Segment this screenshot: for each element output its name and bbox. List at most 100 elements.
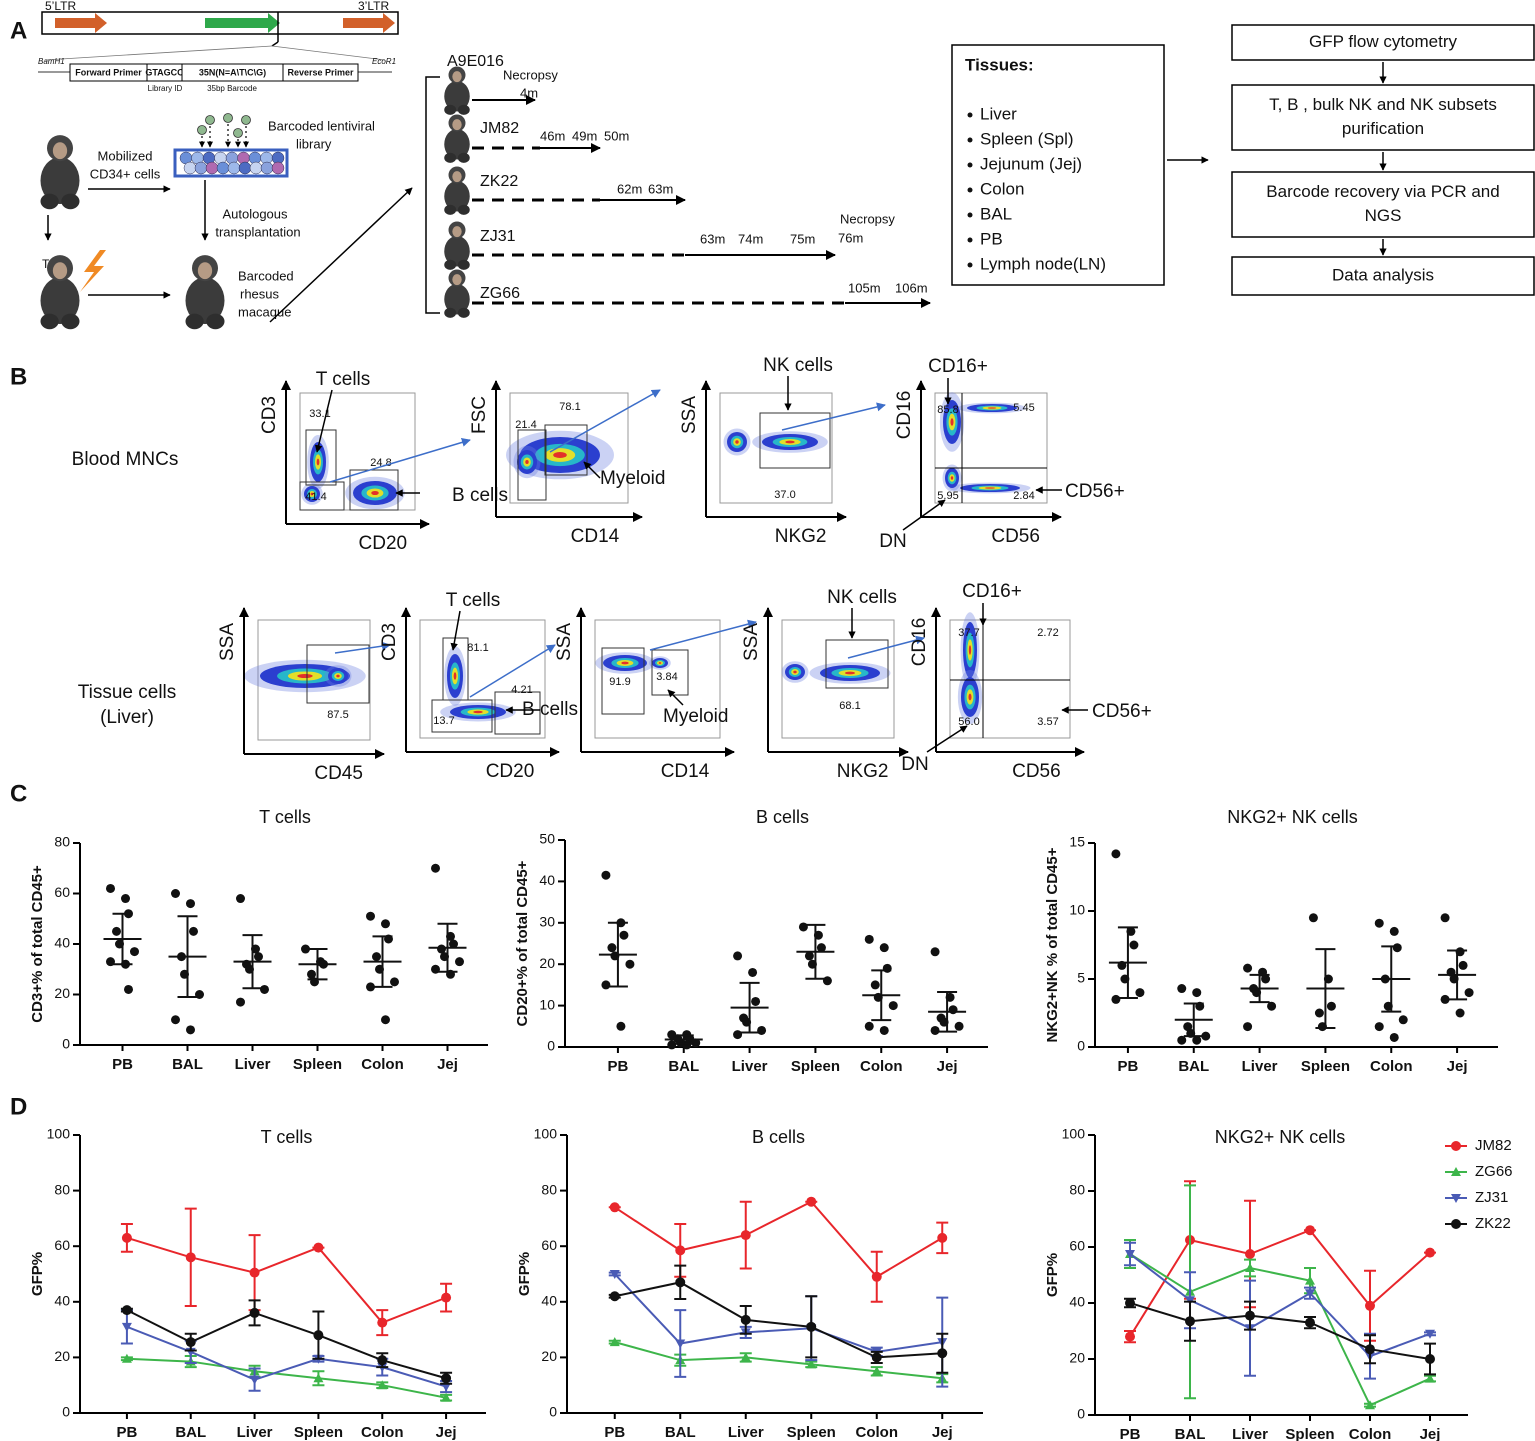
gate-value: 5.95	[937, 490, 958, 502]
data-point	[748, 967, 758, 977]
x-tick-label: Colon	[361, 1056, 404, 1073]
data-point	[1185, 1316, 1195, 1327]
tissue-item: Colon	[980, 179, 1024, 198]
data-point	[609, 1202, 620, 1213]
data-point	[377, 1380, 388, 1390]
annotation: NK cells	[763, 355, 833, 376]
y-tick-label: 80	[54, 834, 70, 850]
monkey-face	[452, 274, 462, 286]
label: CD34+ cells	[90, 166, 161, 181]
label: BamH1	[38, 57, 65, 66]
monkey-icon	[40, 135, 80, 210]
data-point	[390, 977, 399, 987]
y-tick-label: 15	[1069, 834, 1085, 850]
data-point	[1192, 988, 1202, 998]
data-point	[1125, 1298, 1135, 1308]
data-point	[954, 1021, 964, 1031]
data-point	[816, 943, 826, 953]
gating-arrow	[334, 641, 391, 654]
data-point	[871, 1366, 882, 1376]
series-line	[614, 1200, 943, 1279]
x-tick-label: BAL	[175, 1424, 206, 1441]
data-point	[381, 919, 390, 929]
monkey-leg	[444, 204, 457, 215]
connector	[271, 41, 279, 47]
gate	[494, 691, 541, 735]
data-point	[189, 926, 198, 936]
x-tick-label: Spleen	[293, 1056, 342, 1073]
data-point	[930, 1025, 940, 1035]
axis-label: NKG2	[775, 526, 827, 547]
monkey-face	[52, 262, 68, 280]
monkey-leg	[457, 104, 470, 115]
sd-bar	[1315, 948, 1336, 1029]
x-tick-label: Liver	[237, 1424, 273, 1441]
data-point	[740, 1230, 751, 1241]
gate-value: 85.8	[937, 404, 958, 416]
sd-bar	[437, 922, 458, 973]
data-point	[806, 1196, 817, 1207]
data-point	[733, 951, 743, 961]
y-tick-label: 40	[54, 935, 70, 951]
bracket	[425, 76, 440, 314]
construct-text: GTAGCC	[145, 67, 184, 77]
y-tick-label: 0	[547, 1038, 555, 1054]
cell	[227, 161, 241, 175]
time-point: 4m	[520, 85, 538, 100]
x-tick-label: Colon	[856, 1424, 899, 1441]
annotation: B cells	[522, 699, 578, 720]
gating-arrow	[329, 438, 471, 483]
data-point	[254, 952, 263, 962]
monkey-leg	[444, 259, 457, 270]
y-tick-label: 40	[54, 1293, 70, 1309]
gate-value: 81.1	[467, 642, 488, 654]
time-point: 106m	[895, 280, 928, 295]
construct-text: Forward Primer	[75, 67, 142, 77]
series-line	[614, 1341, 943, 1380]
axis-label: CD20	[359, 533, 408, 554]
y-axis-label: CD3+% of total CD45+	[29, 865, 46, 1023]
gate	[299, 481, 345, 511]
legend-marker	[1451, 1219, 1461, 1229]
data-point	[1374, 1022, 1384, 1032]
x-tick-label: Jej	[1420, 1426, 1441, 1441]
data-point	[609, 1270, 620, 1279]
bullet	[967, 262, 973, 268]
tissues-box	[951, 44, 1165, 286]
data-point	[937, 1232, 948, 1243]
x-tick-label: PB	[604, 1424, 625, 1441]
gate	[825, 639, 889, 689]
density	[950, 418, 954, 426]
gating-arrow	[469, 644, 556, 698]
data-point	[1365, 1344, 1375, 1355]
data-point	[1389, 1032, 1399, 1042]
y-axis-label: NKG2+NK % of total CD45+	[1044, 847, 1061, 1042]
data-point	[1305, 1289, 1315, 1299]
annotation: NK cells	[827, 587, 897, 608]
gating-arrow	[549, 389, 661, 453]
data-point	[441, 1392, 452, 1402]
x-tick-label: Jej	[1447, 1058, 1468, 1075]
axis-label: CD16	[894, 391, 915, 440]
monkey-face	[52, 142, 68, 160]
y-tick-label: 60	[54, 884, 70, 900]
monkey-leg	[40, 313, 59, 330]
density	[371, 490, 379, 496]
gate-value: 37.7	[958, 627, 979, 639]
y-tick-label: 30	[539, 914, 555, 930]
gate-value: 41.4	[305, 491, 326, 503]
annotation: CD56+	[1065, 481, 1125, 502]
connector	[271, 45, 386, 61]
animal-id: JM82	[480, 120, 519, 137]
monkey-leg	[206, 313, 225, 330]
monkey-body	[444, 128, 470, 160]
data-point	[301, 944, 310, 954]
time-point: 46m	[540, 128, 565, 143]
timeline-note: Necropsy	[503, 67, 558, 82]
y-tick-label: 60	[1069, 1238, 1085, 1254]
data-point	[1440, 913, 1450, 923]
sd-bar	[177, 915, 198, 999]
monkey-icon	[444, 269, 470, 318]
x-tick-label: PB	[1117, 1058, 1138, 1075]
